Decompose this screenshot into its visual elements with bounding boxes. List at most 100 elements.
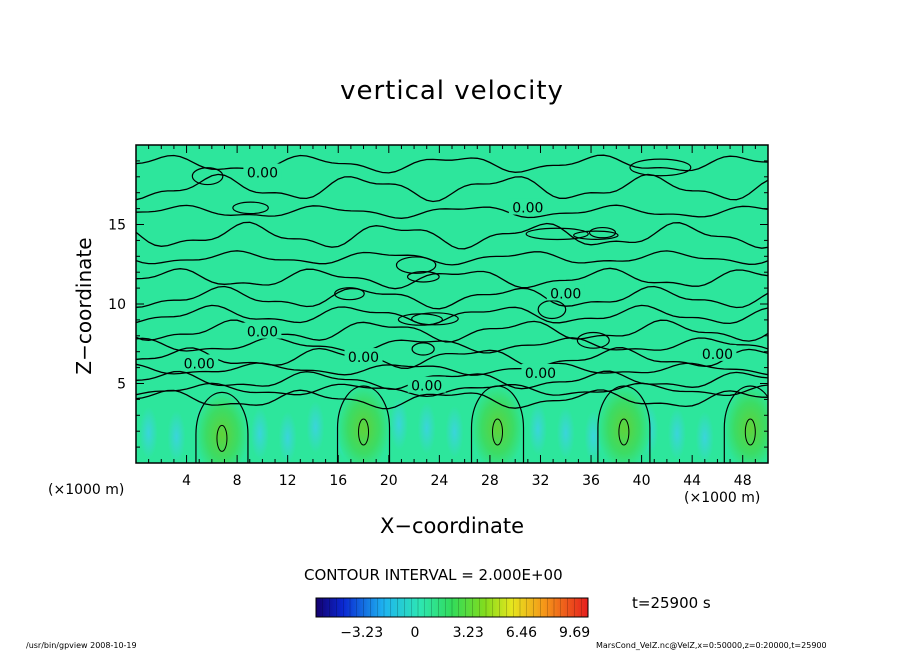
- updraft-cell: [195, 392, 248, 463]
- updraft-core-contour: [492, 418, 504, 446]
- closed-contour: [334, 287, 365, 301]
- contour-label: 0.00: [348, 350, 379, 366]
- x-tick-label: 32: [532, 473, 550, 489]
- x-unit-right: (×1000 m): [684, 490, 761, 506]
- contour-label: 0.00: [702, 347, 733, 363]
- zero-contour-line: [136, 250, 768, 266]
- x-tick-label: 28: [481, 473, 499, 489]
- downdraft-cell: [278, 411, 297, 463]
- closed-contour: [576, 331, 610, 349]
- closed-contour: [411, 342, 435, 356]
- contour-label-bg: [243, 163, 282, 180]
- updraft-core-contour: [216, 424, 228, 452]
- downdraft-cell: [695, 411, 714, 463]
- chart-title: vertical velocity: [340, 76, 564, 106]
- closed-contour: [588, 226, 617, 239]
- zero-contour-line: [136, 362, 768, 376]
- x-tick-label: 8: [233, 473, 242, 489]
- zero-contour-line: [136, 304, 768, 326]
- zero-contour-line: [136, 173, 768, 203]
- zero-contour-line: [136, 204, 768, 219]
- zero-contour-line: [136, 319, 768, 343]
- zero-contour-line: [136, 389, 768, 410]
- x-tick-label: 44: [683, 473, 701, 489]
- downdraft-cell: [528, 402, 547, 455]
- colorbar-tick-label: 0: [410, 625, 419, 641]
- updraft-contour: [336, 385, 391, 463]
- downdraft-cell: [445, 405, 464, 458]
- contour-label: 0.00: [411, 379, 442, 395]
- contour-label-bg: [180, 354, 219, 371]
- contour-label: 0.00: [512, 201, 543, 217]
- colorbar-tick-label: 3.23: [453, 625, 484, 641]
- x-tick-label: 24: [430, 473, 448, 489]
- contour-label-bg: [546, 284, 585, 301]
- colorbar-tick-label: 9.69: [559, 625, 590, 641]
- zero-contour-line: [136, 267, 768, 290]
- contour-label: 0.00: [247, 325, 278, 341]
- colorbar-tick-label: −3.23: [340, 625, 383, 641]
- contour-label-bg: [698, 344, 737, 361]
- downdraft-cell: [139, 406, 158, 459]
- colorbar-tick-label: 6.46: [506, 625, 537, 641]
- zero-contour-line: [136, 347, 768, 369]
- zero-contour-line: [136, 370, 768, 390]
- downdraft-cell: [250, 407, 269, 460]
- zero-contour-line: [136, 221, 768, 250]
- contour-label-bg: [243, 322, 282, 339]
- y-tick-label: 15: [108, 218, 126, 234]
- updraft-contour: [597, 385, 651, 463]
- downdraft-cell: [389, 398, 408, 451]
- updraft-core-contour: [358, 418, 370, 446]
- x-axis-label: X−coordinate: [380, 514, 524, 538]
- updraft-cell: [471, 386, 524, 463]
- x-tick-label: 48: [734, 473, 752, 489]
- x-tick-label: 36: [582, 473, 600, 489]
- contour-label-bg: [407, 376, 446, 393]
- closed-contour: [191, 167, 224, 186]
- contour-label-bg: [508, 198, 547, 215]
- downdraft-cell: [556, 406, 575, 459]
- closed-contour: [537, 300, 567, 320]
- downdraft-cell: [417, 402, 436, 455]
- contour-label: 0.00: [525, 366, 556, 382]
- zero-contour-line: [136, 382, 768, 398]
- field-layer: 0.00 0.00 0.00 0.00 0.00 0.00 0.00 0.00 0.00: [136, 154, 768, 463]
- contour-interval: CONTOUR INTERVAL = 2.000E+00: [304, 566, 563, 584]
- x-tick-label: 12: [279, 473, 297, 489]
- closed-contour: [406, 271, 440, 283]
- closed-contour: [525, 227, 589, 241]
- updraft-contour: [195, 391, 249, 463]
- downdraft-cell: [306, 401, 325, 454]
- x-unit-left: (×1000 m): [48, 482, 125, 498]
- footer-right: MarsCond_VelZ.nc@VelZ,x=0:50000,z=0:2000…: [596, 641, 827, 650]
- closed-contour: [629, 158, 692, 177]
- y-tick-label: 10: [108, 297, 126, 313]
- contour-label: 0.00: [184, 356, 215, 372]
- updraft-core-contour: [744, 418, 756, 446]
- contour-label-bg: [521, 363, 560, 380]
- y-tick-label: 5: [117, 377, 126, 393]
- updraft-contour: [723, 385, 768, 463]
- downdraft-cell: [167, 410, 186, 463]
- contour-label: 0.00: [247, 166, 278, 182]
- updraft-cell: [597, 386, 650, 463]
- x-tick-label: 20: [380, 473, 398, 489]
- contour-label: 0.00: [550, 286, 581, 302]
- closed-contour: [573, 230, 619, 240]
- contour-label-bg: [344, 348, 383, 365]
- x-tick-label: 40: [633, 473, 651, 489]
- closed-contour: [411, 312, 459, 326]
- time-label: t=25900 s: [632, 594, 711, 612]
- zero-contour-line: [136, 285, 768, 310]
- updraft-core-contour: [618, 418, 630, 446]
- downdraft-cell: [667, 407, 686, 460]
- x-tick-label: 4: [182, 473, 191, 489]
- x-tick-label: 16: [329, 473, 347, 489]
- updraft-cell: [337, 386, 390, 463]
- footer-left: /usr/bin/gpview 2008-10-19: [26, 641, 137, 650]
- closed-contour: [395, 256, 437, 274]
- closed-contour: [232, 201, 269, 215]
- zero-contour-line: [136, 154, 768, 174]
